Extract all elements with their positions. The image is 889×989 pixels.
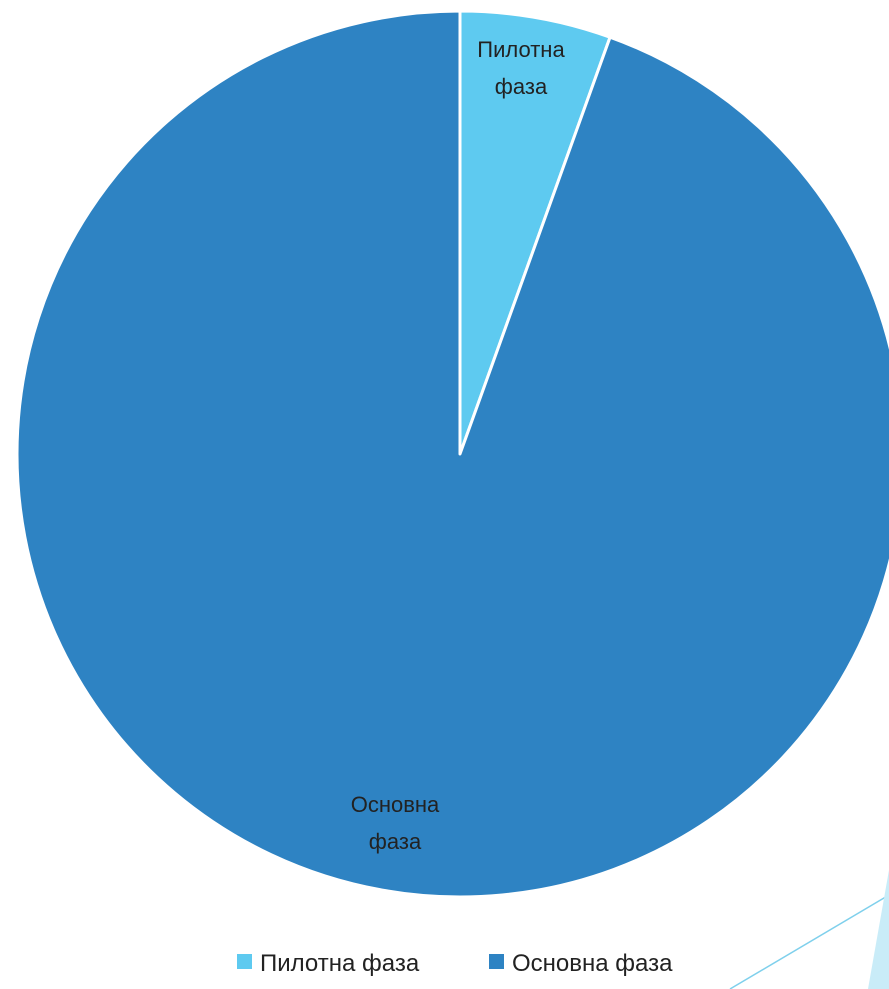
slice-label-line: Пилотна	[477, 37, 565, 62]
slice-label-line: фаза	[495, 74, 548, 99]
pie-slice-main	[15, 9, 889, 899]
decorative-line	[729, 894, 889, 989]
slice-label-line: Основна	[351, 792, 440, 817]
pie-slice-pilot	[458, 9, 612, 456]
slice-label-line: фаза	[369, 829, 422, 854]
corner-decoration	[729, 870, 889, 989]
pie-slices	[15, 9, 889, 899]
legend-swatch-main	[489, 954, 504, 969]
slice-label-pilot: Пилотна фаза	[477, 37, 565, 99]
slice-label-main: Основна фаза	[351, 792, 440, 854]
legend-label-pilot: Пилотна фаза	[260, 950, 420, 977]
decorative-triangle	[868, 870, 889, 989]
legend: Пилотна фаза Основна фаза	[237, 950, 673, 977]
legend-swatch-pilot	[237, 954, 252, 969]
legend-label-main: Основна фаза	[512, 950, 673, 977]
slice-labels: Пилотна фаза Основна фаза	[351, 37, 566, 854]
